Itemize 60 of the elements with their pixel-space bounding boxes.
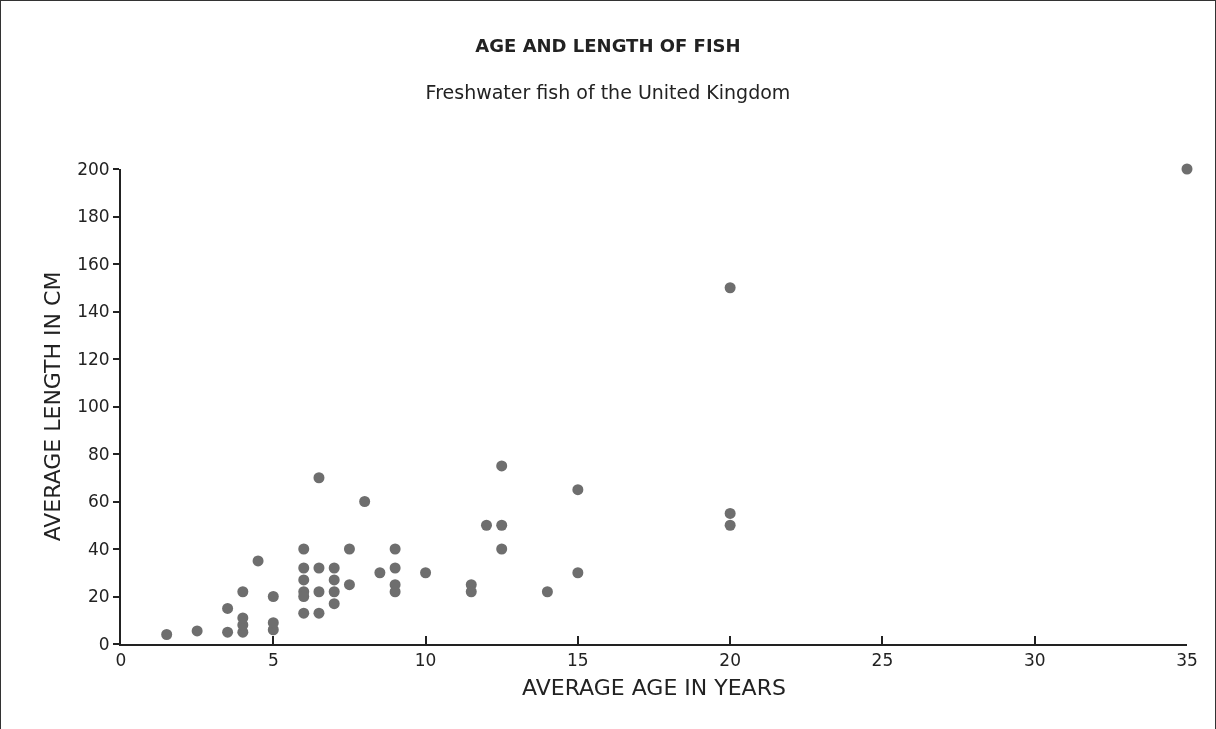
point	[496, 460, 508, 472]
point	[313, 586, 325, 598]
x-tick-label: 30	[1023, 650, 1046, 671]
point	[420, 567, 432, 579]
y-tick-label: 160	[77, 253, 110, 274]
point	[389, 543, 401, 555]
point	[298, 562, 310, 574]
point	[724, 282, 736, 294]
y-tick-label: 20	[87, 586, 110, 607]
point	[343, 543, 355, 555]
point	[724, 519, 736, 531]
point	[343, 579, 355, 591]
y-tick-label: 200	[77, 158, 110, 179]
chart-subtitle: Freshwater fish of the United Kingdom	[425, 80, 791, 103]
point	[298, 574, 310, 586]
y-tick-label: 80	[87, 443, 110, 464]
y-tick-label: 0	[98, 633, 110, 654]
point	[313, 472, 325, 484]
point	[252, 555, 264, 567]
point	[313, 607, 325, 619]
point	[222, 602, 234, 614]
x-tick-label: 35	[1176, 650, 1198, 671]
point	[328, 562, 340, 574]
x-tick-label: 20	[719, 650, 741, 671]
point	[237, 586, 249, 598]
y-tick-label: 100	[77, 396, 110, 417]
y-tick-label: 180	[77, 206, 110, 227]
point	[313, 562, 325, 574]
x-axis-title: AVERAGE AGE IN YEARS	[522, 674, 786, 700]
y-tick-label: 60	[87, 491, 110, 512]
point	[572, 484, 584, 496]
point	[161, 629, 173, 640]
x-tick-label: 25	[871, 650, 894, 671]
y-tick-label: 40	[87, 538, 110, 559]
point	[359, 496, 371, 507]
x-tick-label: 10	[414, 650, 437, 671]
point	[191, 625, 203, 637]
point	[328, 586, 340, 598]
point	[496, 543, 508, 555]
x-tick-label: 15	[567, 650, 589, 671]
y-tick-label: 120	[77, 348, 110, 369]
point	[1181, 163, 1193, 175]
point	[480, 519, 492, 531]
point	[298, 607, 310, 619]
point	[267, 591, 279, 602]
point	[572, 567, 584, 579]
point	[496, 519, 508, 531]
point	[724, 507, 736, 519]
point	[541, 586, 553, 598]
chart-title: AGE AND LENGTH OF FISH	[475, 35, 741, 57]
point	[328, 574, 340, 586]
y-axis-title: AVERAGE LENGTH IN CM	[40, 271, 66, 542]
point	[222, 626, 234, 638]
point	[298, 543, 310, 555]
point	[389, 562, 401, 574]
x-tick-label: 0	[115, 650, 127, 671]
x-tick-label: 5	[267, 650, 279, 671]
point	[374, 567, 386, 579]
point	[328, 598, 340, 610]
y-tick-label: 140	[77, 301, 110, 322]
